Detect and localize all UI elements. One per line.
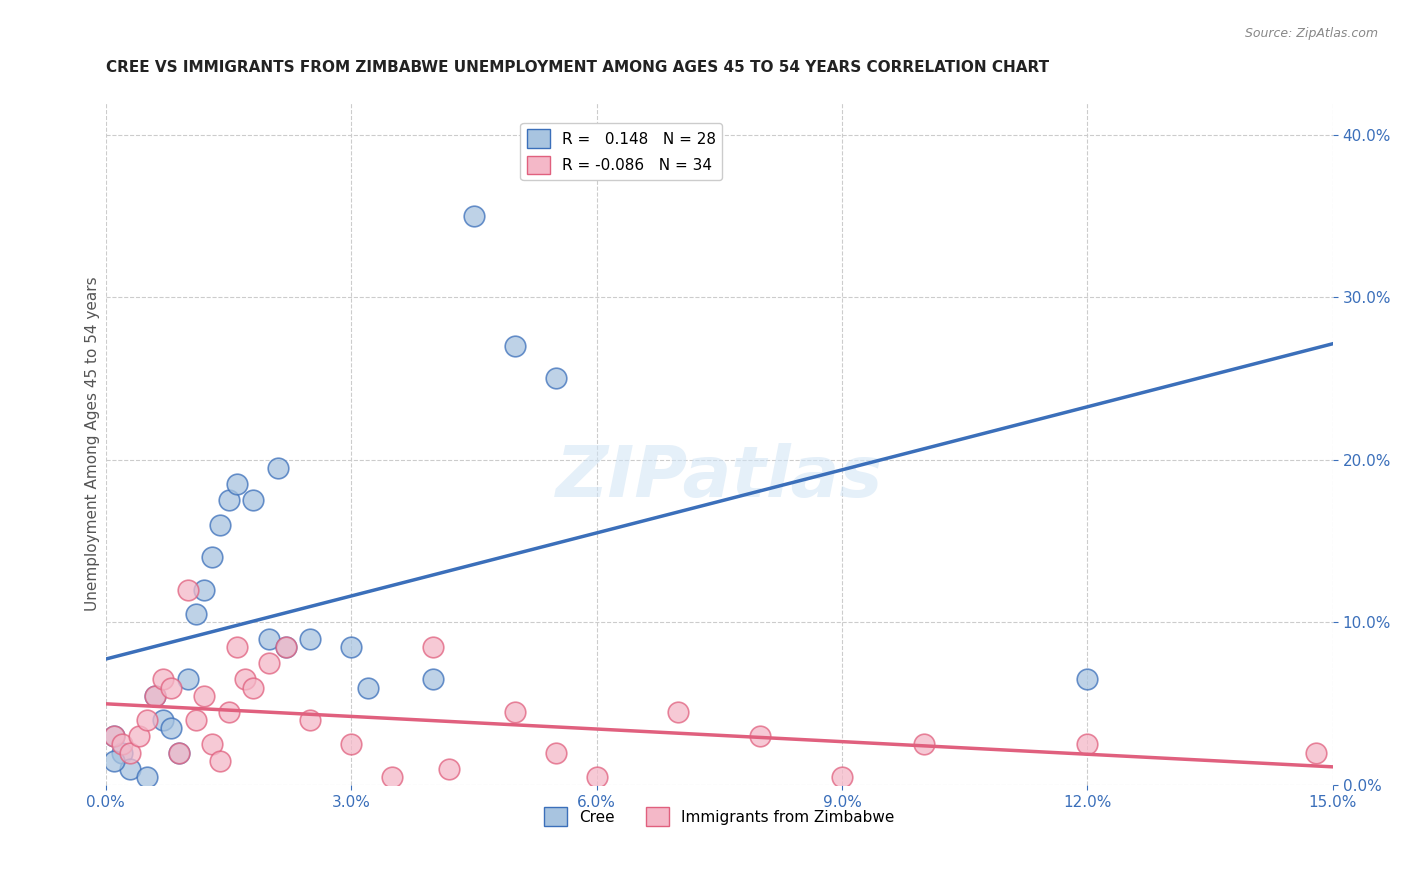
Cree: [193, 582, 215, 597]
Cree: [135, 770, 157, 784]
Cree: [152, 713, 174, 727]
Immigrants from Zimbabwe: [209, 754, 232, 768]
Cree: [103, 729, 125, 743]
Legend: Cree, Immigrants from Zimbabwe: Cree, Immigrants from Zimbabwe: [538, 801, 900, 832]
Text: Source: ZipAtlas.com: Source: ZipAtlas.com: [1244, 27, 1378, 40]
Immigrants from Zimbabwe: [585, 770, 607, 784]
Cree: [225, 477, 247, 491]
Immigrants from Zimbabwe: [120, 746, 142, 760]
Immigrants from Zimbabwe: [274, 640, 297, 654]
Immigrants from Zimbabwe: [831, 770, 853, 784]
Cree: [422, 673, 444, 687]
Cree: [340, 640, 363, 654]
Cree: [503, 339, 526, 353]
Cree: [242, 493, 264, 508]
Cree: [218, 493, 240, 508]
Immigrants from Zimbabwe: [160, 681, 183, 695]
Cree: [266, 461, 288, 475]
Cree: [259, 632, 281, 646]
Cree: [143, 689, 166, 703]
Immigrants from Zimbabwe: [381, 770, 404, 784]
Immigrants from Zimbabwe: [193, 689, 215, 703]
Cree: [120, 762, 142, 776]
Cree: [184, 607, 207, 622]
Text: CREE VS IMMIGRANTS FROM ZIMBABWE UNEMPLOYMENT AMONG AGES 45 TO 54 YEARS CORRELAT: CREE VS IMMIGRANTS FROM ZIMBABWE UNEMPLO…: [105, 60, 1049, 75]
Immigrants from Zimbabwe: [128, 729, 150, 743]
Immigrants from Zimbabwe: [912, 738, 935, 752]
Immigrants from Zimbabwe: [242, 681, 264, 695]
Immigrants from Zimbabwe: [225, 640, 247, 654]
Immigrants from Zimbabwe: [422, 640, 444, 654]
Immigrants from Zimbabwe: [544, 746, 567, 760]
Immigrants from Zimbabwe: [152, 673, 174, 687]
Immigrants from Zimbabwe: [439, 762, 461, 776]
Cree: [544, 371, 567, 385]
Immigrants from Zimbabwe: [340, 738, 363, 752]
Cree: [103, 754, 125, 768]
Immigrants from Zimbabwe: [143, 689, 166, 703]
Cree: [176, 673, 198, 687]
Cree: [274, 640, 297, 654]
Cree: [169, 746, 191, 760]
Immigrants from Zimbabwe: [218, 705, 240, 719]
Cree: [299, 632, 322, 646]
Immigrants from Zimbabwe: [201, 738, 224, 752]
Cree: [1076, 673, 1098, 687]
Immigrants from Zimbabwe: [135, 713, 157, 727]
Immigrants from Zimbabwe: [503, 705, 526, 719]
Immigrants from Zimbabwe: [668, 705, 690, 719]
Immigrants from Zimbabwe: [749, 729, 772, 743]
Immigrants from Zimbabwe: [176, 582, 198, 597]
Immigrants from Zimbabwe: [259, 656, 281, 670]
Immigrants from Zimbabwe: [233, 673, 256, 687]
Immigrants from Zimbabwe: [184, 713, 207, 727]
Immigrants from Zimbabwe: [111, 738, 134, 752]
Immigrants from Zimbabwe: [103, 729, 125, 743]
Immigrants from Zimbabwe: [299, 713, 322, 727]
Y-axis label: Unemployment Among Ages 45 to 54 years: Unemployment Among Ages 45 to 54 years: [86, 277, 100, 611]
Cree: [201, 550, 224, 565]
Cree: [463, 209, 485, 223]
Immigrants from Zimbabwe: [1076, 738, 1098, 752]
Immigrants from Zimbabwe: [1305, 746, 1327, 760]
Cree: [356, 681, 378, 695]
Cree: [209, 517, 232, 532]
Cree: [111, 746, 134, 760]
Cree: [160, 721, 183, 735]
Immigrants from Zimbabwe: [169, 746, 191, 760]
Text: ZIPatlas: ZIPatlas: [555, 443, 883, 512]
